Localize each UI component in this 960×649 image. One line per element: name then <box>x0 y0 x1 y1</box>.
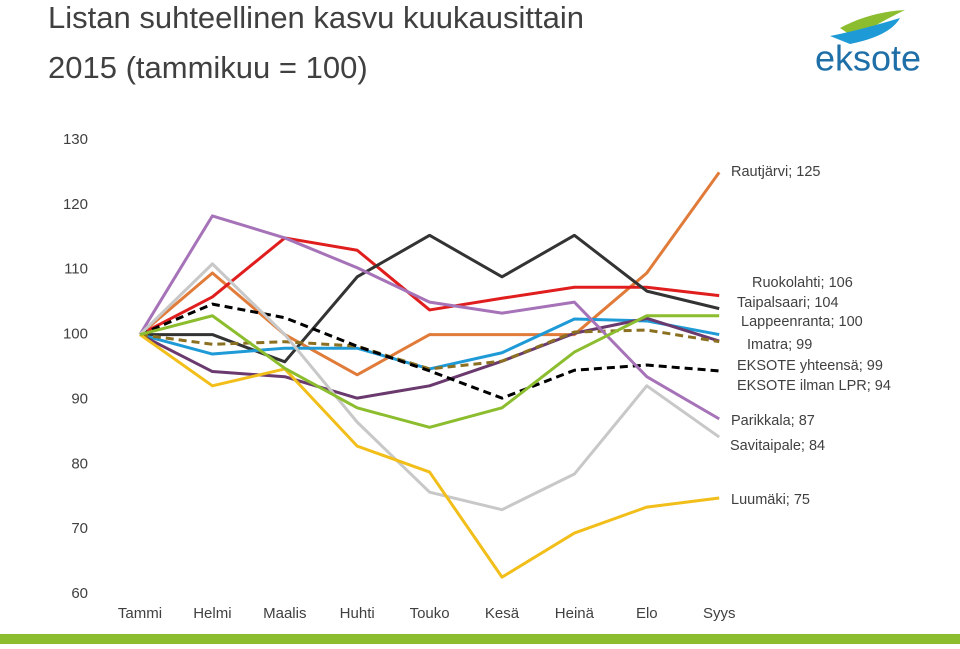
x-tick-label: Elo <box>636 605 658 622</box>
x-tick-label: Syys <box>703 605 736 622</box>
series-line <box>140 233 720 364</box>
series-line <box>139 236 720 336</box>
series-label: Rautjärvi; 125 <box>731 164 820 180</box>
series-label: EKSOTE ilman LPR; 94 <box>737 378 891 394</box>
series-label: Ruokolahti; 106 <box>752 275 853 291</box>
series-line <box>139 328 720 371</box>
series-line <box>138 214 720 421</box>
series-label: Luumäki; 75 <box>731 492 810 508</box>
series-label: Imatra; 99 <box>747 337 812 353</box>
chart-title: Listan suhteellinen kasvu kuukausittain <box>48 0 584 35</box>
y-tick-label: 110 <box>64 261 88 278</box>
chart-title: 2015 (tammikuu = 100) <box>48 50 368 85</box>
series-line <box>139 302 720 400</box>
y-tick-label: 90 <box>71 390 88 407</box>
y-tick-label: 80 <box>71 455 88 472</box>
series-line <box>139 316 720 400</box>
y-tick-label: 70 <box>71 520 88 537</box>
x-tick-label: Huhti <box>340 605 375 622</box>
x-tick-label: Maalis <box>263 605 306 622</box>
series-label: Lappeenranta; 100 <box>741 314 863 330</box>
logo: eksote <box>815 10 921 79</box>
series-label: Taipalsaari; 104 <box>737 295 839 311</box>
series-label: EKSOTE yhteensä; 99 <box>737 358 883 374</box>
logo-leaf <box>830 18 900 44</box>
series-label: Parikkala; 87 <box>731 413 815 429</box>
y-tick-label: 100 <box>63 326 88 343</box>
series-line <box>138 262 721 512</box>
y-tick-label: 60 <box>71 585 88 602</box>
series-line <box>139 314 720 429</box>
series-label: Savitaipale; 84 <box>730 438 825 454</box>
y-tick-label: 120 <box>63 196 88 213</box>
x-tick-label: Kesä <box>485 605 520 622</box>
series-line <box>139 333 720 579</box>
y-tick-label: 130 <box>63 131 88 148</box>
footer-bar <box>0 634 960 644</box>
logo-text: eksote <box>815 38 921 79</box>
x-tick-label: Heinä <box>555 605 595 622</box>
x-tick-label: Tammi <box>118 605 162 622</box>
series-line <box>139 171 721 377</box>
x-tick-label: Helmi <box>193 605 231 622</box>
x-tick-label: Touko <box>410 605 450 622</box>
